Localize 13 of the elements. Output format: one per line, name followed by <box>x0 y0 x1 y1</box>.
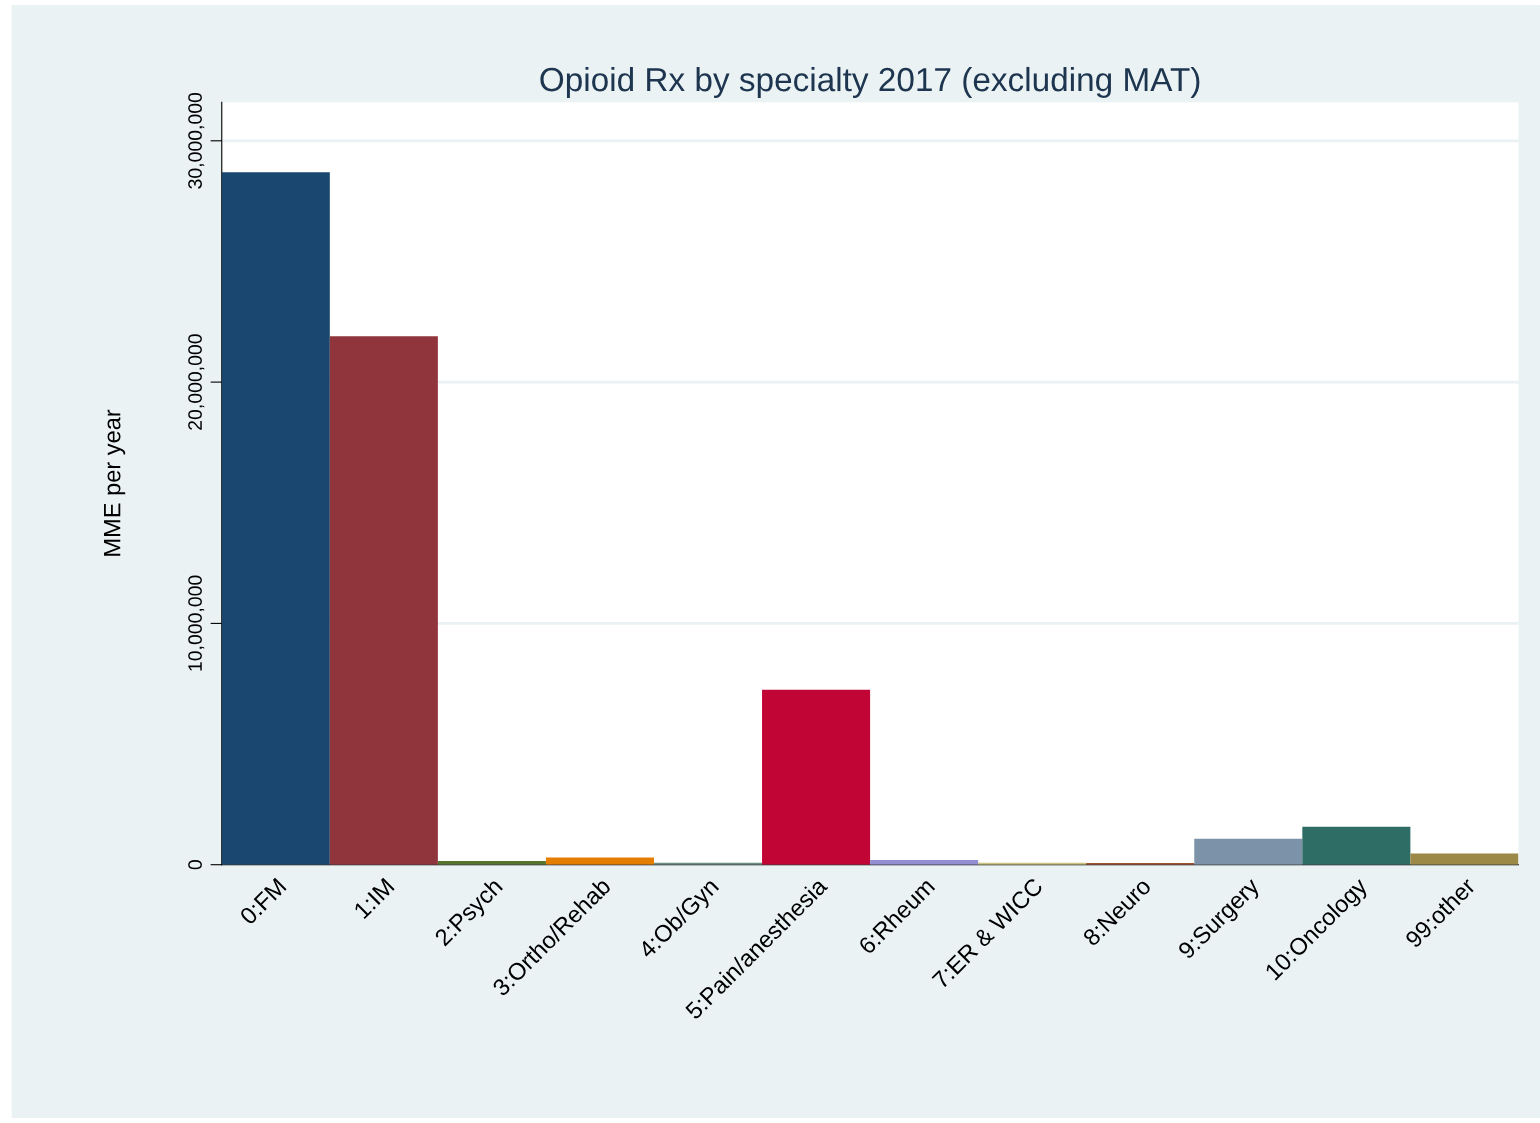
bar <box>1302 826 1411 865</box>
bar <box>329 336 438 865</box>
bar <box>1410 853 1519 865</box>
y-tick-label: 10,000,000 <box>188 575 205 671</box>
bar <box>762 689 871 865</box>
chart-title: Opioid Rx by specialty 2017 (excluding MAT) <box>540 66 1200 98</box>
y-axis-title: MME per year <box>104 409 126 556</box>
y-tick-label: 20,000,000 <box>188 334 205 430</box>
bar <box>221 172 330 865</box>
y-tick-label: 30,000,000 <box>188 92 205 189</box>
y-tick-label: 0 <box>188 860 202 870</box>
bar <box>1194 838 1303 865</box>
bar <box>545 857 654 865</box>
